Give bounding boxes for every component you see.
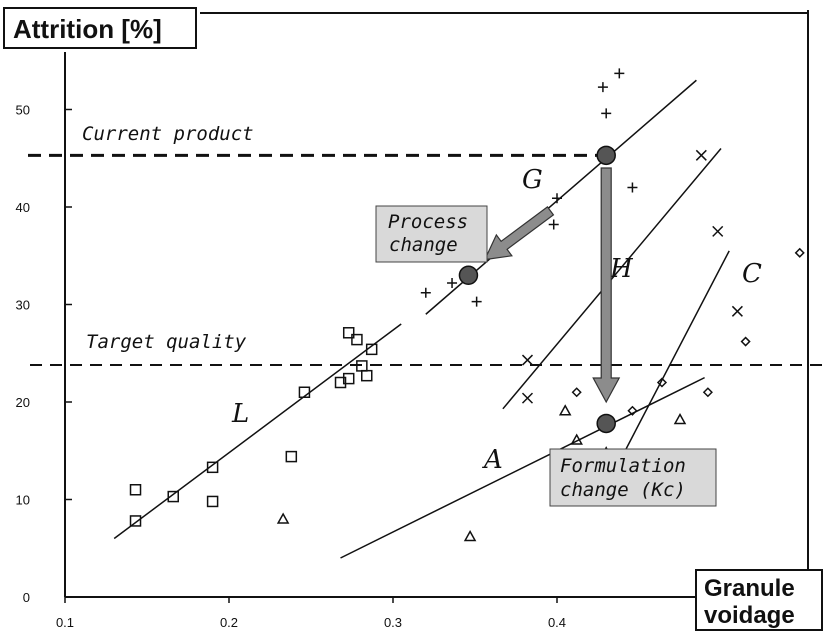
triangle-marker [276,512,290,524]
plus-marker [447,278,458,289]
line-label-C: C [742,259,762,289]
plus-marker [552,193,562,204]
change-arrows [483,167,621,404]
cross-marker [521,392,534,404]
diamond-marker [702,387,713,398]
line-label-L: L [231,399,249,429]
x-axis-title-line1: Granule [704,575,795,602]
square-marker [298,386,311,398]
square-marker [351,333,363,346]
current-product-label: Current product [82,123,254,145]
cross-marker [731,305,743,317]
x-title-box [695,569,823,631]
triangle-marker [570,433,583,445]
diamond-marker [794,247,805,258]
y-tick-label: 10 [16,493,30,508]
highlight-point [458,265,479,285]
cross-marker [712,225,724,237]
y-tick-label: 20 [16,395,30,410]
line-label-H: H [609,254,634,284]
formulation-change-box [549,448,717,507]
y-title-box [3,7,197,49]
y-tick-label: 40 [16,200,30,215]
plus-marker [548,219,559,230]
triangle-marker [673,413,687,425]
square-marker [206,495,219,508]
y-tick-label: 50 [16,103,30,118]
x-tick-label: 0.3 [384,615,402,630]
cross-marker [521,354,534,366]
square-marker [129,515,142,527]
diamond-marker [571,387,582,398]
process-change-line2: change [389,234,458,256]
square-marker [334,376,347,389]
square-marker [285,450,298,463]
plus-marker [471,296,482,307]
highlight-point [596,145,616,166]
plus-marker [627,182,638,193]
diamond-marker [627,405,638,416]
square-marker [129,484,142,496]
trend-line-L [113,323,402,540]
formulation-change-line1: Formulation [560,455,686,477]
diamond-marker [740,336,751,347]
square-marker [365,343,378,356]
highlight-points [458,145,616,434]
triangle-marker [558,404,572,416]
square-marker [342,327,355,339]
y-tick-label: 0 [23,590,30,605]
square-marker [342,372,355,385]
process-change-arrow [483,206,555,261]
x-tick-label: 0.1 [56,615,74,630]
x-tick-label: 0.4 [548,615,566,630]
square-marker [167,490,179,503]
triangle-marker [463,530,477,542]
highlight-point [596,413,616,434]
y-tick-label: 30 [16,298,30,313]
square-marker [206,461,219,474]
x-axis-title-line2: voidage [704,602,795,629]
y-axis-ticks: 0 10 20 30 40 50 [16,103,72,605]
y-axis-title: Attrition [%] [13,14,162,44]
line-label-G: G [522,165,543,195]
formulation-change-arrow [592,167,621,404]
trend-line-H [502,148,722,410]
cross-marker [695,149,707,161]
square-marker [361,369,373,382]
formulation-change-line2: change (Kc) [560,479,686,501]
plus-marker [597,82,608,93]
plus-marker [614,68,625,79]
target-quality-label: Target quality [86,331,247,353]
plus-marker [601,108,612,119]
plus-marker [420,287,431,298]
trend-line-C [621,250,730,456]
line-label-A: A [482,445,503,475]
process-change-box [375,205,488,263]
x-axis-ticks: 0.1 0.2 0.3 0.4 [56,597,566,630]
diamond-marker [656,377,668,388]
x-tick-label: 0.2 [220,615,238,630]
trend-line-A [340,376,705,559]
process-change-line1: Process [388,211,468,233]
